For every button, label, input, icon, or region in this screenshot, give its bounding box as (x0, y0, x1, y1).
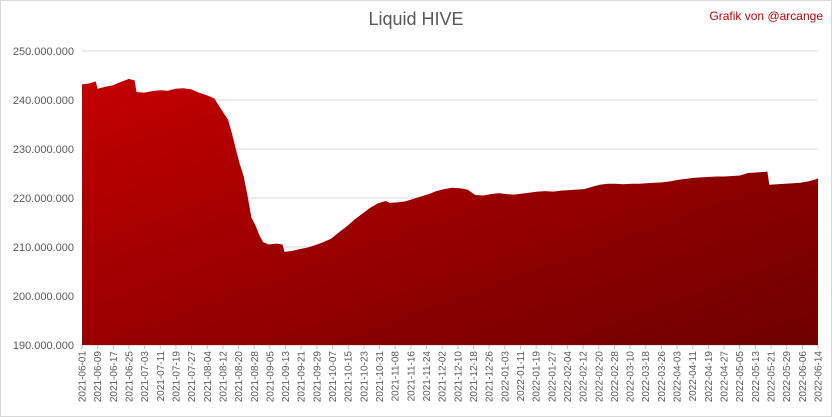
x-tick-label: 2021-06-01 (78, 351, 89, 403)
x-tick-label: 2021-12-02 (438, 351, 449, 403)
x-tick-label: 2021-10-31 (375, 351, 386, 403)
y-tick-label: 220.000.000 (13, 193, 74, 205)
x-tick-label: 2021-08-28 (250, 351, 261, 403)
x-tick-label: 2021-08-20 (234, 351, 245, 403)
x-tick-label: 2022-02-20 (594, 351, 605, 403)
x-tick-label: 2021-08-12 (218, 351, 229, 403)
x-tick-label: 2022-01-19 (532, 351, 543, 403)
y-tick-label: 210.000.000 (13, 242, 74, 254)
x-tick-label: 2022-04-11 (688, 351, 699, 402)
x-tick-label: 2022-01-27 (547, 351, 558, 403)
x-tick-label: 2021-09-05 (265, 351, 276, 403)
x-tick-label: 2022-03-26 (657, 351, 668, 403)
x-tick-label: 2021-12-18 (469, 351, 480, 403)
x-tick-label: 2022-05-29 (782, 351, 793, 403)
x-tick-label: 2021-12-10 (453, 351, 464, 403)
x-tick-label: 2022-04-03 (673, 351, 684, 403)
x-tick-label: 2021-09-21 (297, 351, 308, 403)
x-tick-label: 2022-03-10 (626, 351, 637, 403)
chart-credit: Grafik von @arcange (709, 9, 823, 23)
x-tick-label: 2021-12-26 (485, 351, 496, 403)
x-tick-label: 2021-11-16 (406, 351, 417, 402)
x-tick-label: 2022-01-03 (500, 351, 511, 403)
x-tick-label: 2022-05-21 (767, 351, 778, 403)
series-area (82, 78, 818, 346)
x-tick-label: 2021-08-04 (203, 351, 214, 403)
y-tick-label: 190.000.000 (13, 340, 74, 352)
x-axis: 2021-06-01 2021-06-09 2021-06-17 2021-06-25… (78, 345, 825, 402)
x-tick-label: 2021-09-13 (281, 351, 292, 403)
x-tick-label: 2021-06-09 (93, 351, 104, 403)
x-tick-label: 2022-05-13 (751, 351, 762, 403)
x-tick-label: 2022-03-18 (641, 351, 652, 403)
x-tick-label: 2021-09-29 (312, 351, 323, 403)
x-tick-label: 2022-06-06 (798, 351, 809, 403)
y-tick-label: 230.000.000 (13, 144, 74, 156)
x-tick-label: 2022-02-28 (610, 351, 621, 403)
y-axis: 190.000.000 200.000.000 210.000.000 220.000… (13, 46, 74, 352)
x-tick-label: 2021-10-15 (344, 351, 355, 403)
x-tick-label: 2021-10-07 (328, 351, 339, 403)
x-tick-label: 2022-01-11 (516, 351, 527, 402)
x-tick-label: 2022-02-12 (579, 351, 590, 403)
y-tick-label: 200.000.000 (13, 291, 74, 303)
y-tick-label: 250.000.000 (13, 46, 74, 58)
x-tick-label: 2021-07-11 (156, 351, 167, 402)
x-tick-label: 2022-06-14 (814, 351, 825, 403)
x-tick-label: 2021-11-24 (422, 351, 433, 402)
x-tick-label: 2021-06-25 (124, 351, 135, 403)
x-tick-label: 2022-04-27 (720, 351, 731, 403)
x-tick-label: 2022-02-04 (563, 351, 574, 403)
x-tick-label: 2022-05-05 (735, 351, 746, 403)
x-tick-label: 2021-11-08 (391, 351, 402, 402)
y-tick-label: 240.000.000 (13, 95, 74, 107)
x-tick-label: 2021-10-23 (359, 351, 370, 403)
chart-title: Liquid HIVE (368, 9, 464, 29)
x-tick-label: 2021-06-17 (109, 351, 120, 403)
x-tick-label: 2022-04-19 (704, 351, 715, 403)
x-tick-label: 2021-07-03 (140, 351, 151, 403)
x-tick-label: 2021-07-19 (171, 351, 182, 403)
x-tick-label: 2021-07-27 (187, 351, 198, 403)
